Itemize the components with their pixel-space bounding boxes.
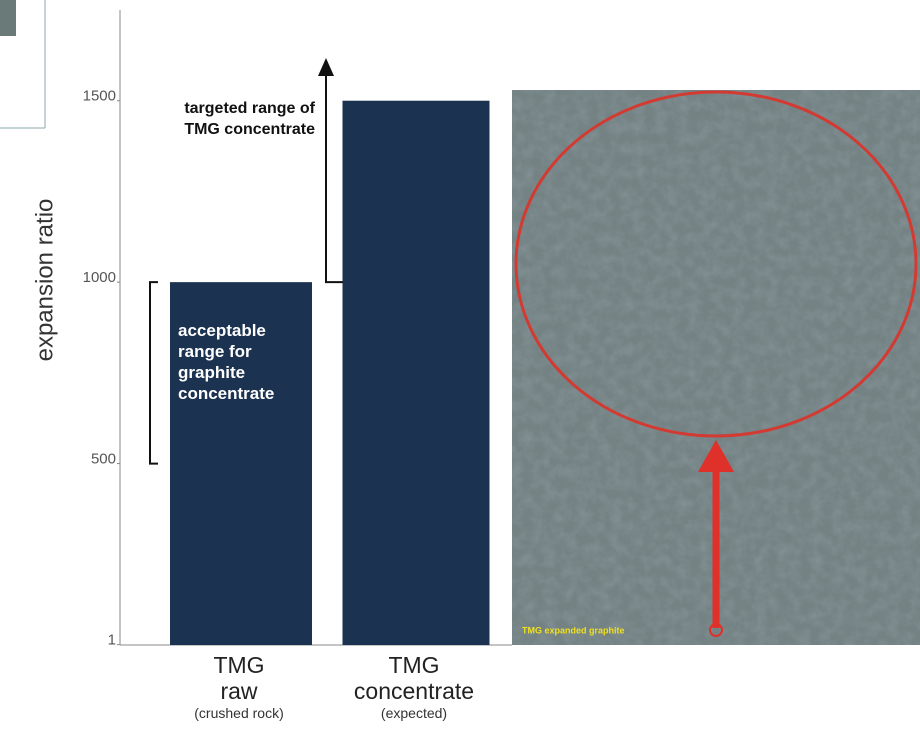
y-tick-label: 1 (108, 632, 116, 649)
chart: TMG expanded graphite expansion ratio 15… (0, 0, 920, 730)
y-axis-label: expansion ratio (31, 199, 58, 362)
y-tick-label: 1500 (83, 88, 116, 105)
range-arrow (326, 72, 343, 282)
annotation: acceptable range for graphite concentrat… (178, 320, 313, 404)
photo: TMG expanded graphite (512, 90, 920, 645)
corner-box (0, 0, 45, 128)
y-tick-label: 500 (91, 451, 116, 468)
category-note: (expected) (381, 705, 447, 721)
x-tick-label: TMG concentrate (354, 652, 474, 704)
x-tick-label: TMG raw (213, 652, 264, 704)
bar (343, 101, 490, 645)
range-bracket (150, 282, 158, 463)
y-tick-label: 1000 (83, 269, 116, 286)
photo-caption: TMG expanded graphite (522, 625, 625, 635)
annotation: targeted range of TMG concentrate (175, 98, 315, 140)
category-note: (crushed rock) (194, 705, 283, 721)
arrow-head (318, 58, 334, 76)
page: TMG expanded graphite expansion ratio 15… (0, 0, 920, 730)
